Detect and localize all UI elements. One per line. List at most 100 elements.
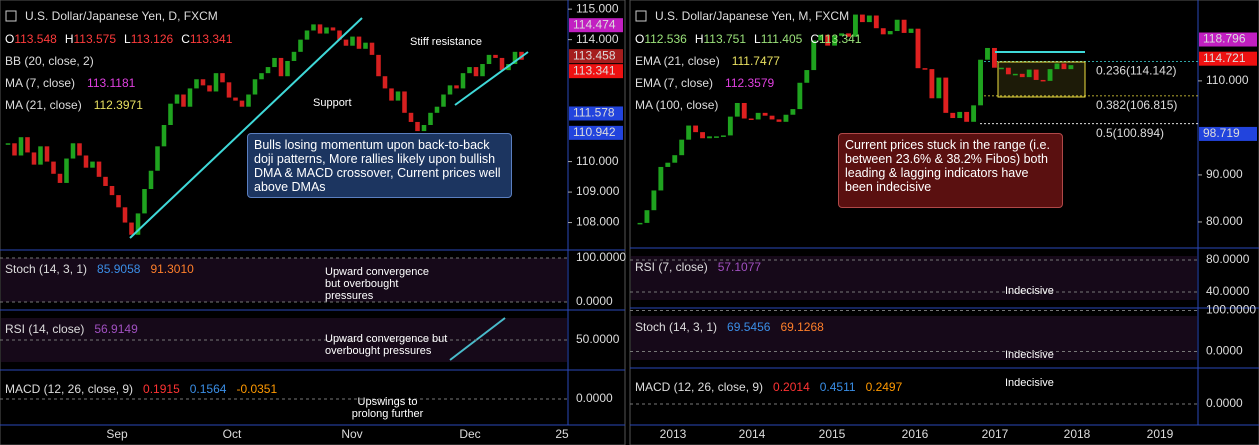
candle bbox=[421, 125, 427, 132]
x-tick-label: 2018 bbox=[1064, 427, 1091, 441]
price-label-box bbox=[1199, 32, 1257, 47]
price-label: 113.458 bbox=[573, 48, 616, 62]
candle bbox=[873, 15, 879, 29]
trend-line bbox=[454, 51, 529, 106]
ohlc-name: O bbox=[5, 32, 14, 46]
x-tick-label: 2014 bbox=[739, 427, 766, 441]
candle bbox=[337, 30, 342, 40]
candle bbox=[330, 27, 336, 31]
ohlc-value: 113.751 bbox=[704, 32, 747, 46]
candle bbox=[922, 68, 928, 70]
candle bbox=[246, 94, 251, 107]
y-tick-label: 90.000 bbox=[1206, 167, 1243, 181]
annotation: Support bbox=[313, 97, 352, 109]
overlay-value: 112.3579 bbox=[725, 76, 774, 90]
candle bbox=[83, 155, 89, 168]
indicator-value: 0.1915 bbox=[143, 382, 180, 396]
candle bbox=[38, 146, 43, 165]
candle bbox=[693, 125, 699, 133]
candle bbox=[853, 14, 858, 37]
ohlc-value: 113.341 bbox=[819, 32, 862, 46]
candle bbox=[790, 109, 796, 115]
candle bbox=[672, 155, 678, 163]
overlay-name: BB (20, close, 2) bbox=[5, 54, 94, 68]
ohlc-value: 112.536 bbox=[644, 32, 687, 46]
indicator-value: 0.1564 bbox=[190, 382, 227, 396]
indicator-name: MACD (12, 26, close, 9) bbox=[635, 380, 763, 394]
candle bbox=[769, 115, 775, 120]
candle bbox=[825, 34, 831, 46]
x-tick-label: 2017 bbox=[982, 427, 1009, 441]
candle bbox=[1026, 69, 1032, 78]
candle bbox=[727, 116, 733, 136]
candle bbox=[720, 135, 726, 137]
annotation: Indecisive bbox=[1005, 285, 1054, 297]
y-tick-label: 100.0000 bbox=[1206, 303, 1256, 317]
candle bbox=[665, 162, 671, 167]
y-tick-label: 0.0000 bbox=[576, 391, 613, 405]
indicator-value: 0.2497 bbox=[866, 380, 903, 394]
y-tick-label: 110.000 bbox=[1206, 73, 1249, 87]
candle bbox=[51, 161, 56, 174]
candle bbox=[499, 57, 505, 71]
candle bbox=[480, 64, 485, 77]
price-label: 111.578 bbox=[573, 106, 615, 120]
candle bbox=[376, 54, 381, 77]
indicator-row: RSI (14, close) 56.9149 bbox=[5, 322, 138, 336]
candle bbox=[783, 114, 789, 122]
indicator-value: 85.9058 bbox=[97, 262, 141, 276]
overlay-value: 111.7477 bbox=[732, 54, 781, 68]
candle bbox=[278, 57, 284, 77]
annotation: Bulls losing momentum upon back-to-back … bbox=[247, 133, 512, 198]
candle bbox=[194, 79, 199, 89]
candle bbox=[447, 85, 453, 95]
candle bbox=[181, 94, 186, 107]
price-label-box bbox=[1199, 51, 1257, 66]
y-tick-label: 80.0000 bbox=[1206, 252, 1250, 266]
x-tick-label: 2019 bbox=[1147, 427, 1174, 441]
candle bbox=[233, 97, 238, 101]
overlay-name: EMA (21, close) bbox=[635, 54, 720, 68]
candle bbox=[950, 112, 956, 119]
candle bbox=[1054, 63, 1060, 70]
ohlc-name: C bbox=[181, 32, 190, 46]
candle bbox=[200, 79, 206, 86]
ohlc-value: 111.405 bbox=[761, 32, 803, 46]
price-label: 114.721 bbox=[1203, 51, 1246, 65]
candle bbox=[174, 94, 180, 104]
indicator-name: RSI (14, close) bbox=[5, 322, 84, 336]
candle bbox=[943, 77, 949, 113]
candle bbox=[103, 176, 108, 186]
candle bbox=[369, 42, 375, 55]
price-label-box bbox=[569, 49, 623, 64]
price-label: 110.942 bbox=[573, 125, 616, 139]
candle bbox=[901, 19, 907, 33]
indicator-value: 0.4511 bbox=[820, 380, 856, 394]
overlay-row: MA (21, close) 112.3971 bbox=[5, 98, 143, 112]
candle bbox=[762, 112, 768, 116]
indicator-value: 57.1077 bbox=[718, 260, 762, 274]
candle bbox=[155, 146, 160, 171]
overlay-value: 113.1181 bbox=[87, 76, 136, 90]
candle bbox=[116, 195, 121, 208]
ohlc-name: L bbox=[124, 32, 131, 46]
overlay-row: MA (7, close) 113.1181 bbox=[5, 76, 136, 90]
panel-frame bbox=[629, 0, 1259, 445]
candle bbox=[168, 103, 173, 125]
candle bbox=[714, 136, 719, 138]
x-tick-label: Sep bbox=[106, 427, 128, 441]
x-tick-label: 2015 bbox=[819, 427, 846, 441]
price-label-box bbox=[1199, 126, 1257, 141]
candle bbox=[395, 91, 401, 101]
candle bbox=[434, 106, 440, 113]
candle bbox=[129, 222, 134, 235]
candle bbox=[12, 143, 17, 156]
candle bbox=[441, 94, 446, 107]
candle bbox=[44, 146, 50, 162]
candle bbox=[57, 173, 63, 183]
indicator-row: RSI (7, close) 57.1077 bbox=[635, 260, 761, 274]
price-label: 98.719 bbox=[1203, 126, 1240, 140]
candle bbox=[259, 73, 264, 80]
candle bbox=[846, 33, 851, 37]
candle bbox=[734, 102, 740, 117]
